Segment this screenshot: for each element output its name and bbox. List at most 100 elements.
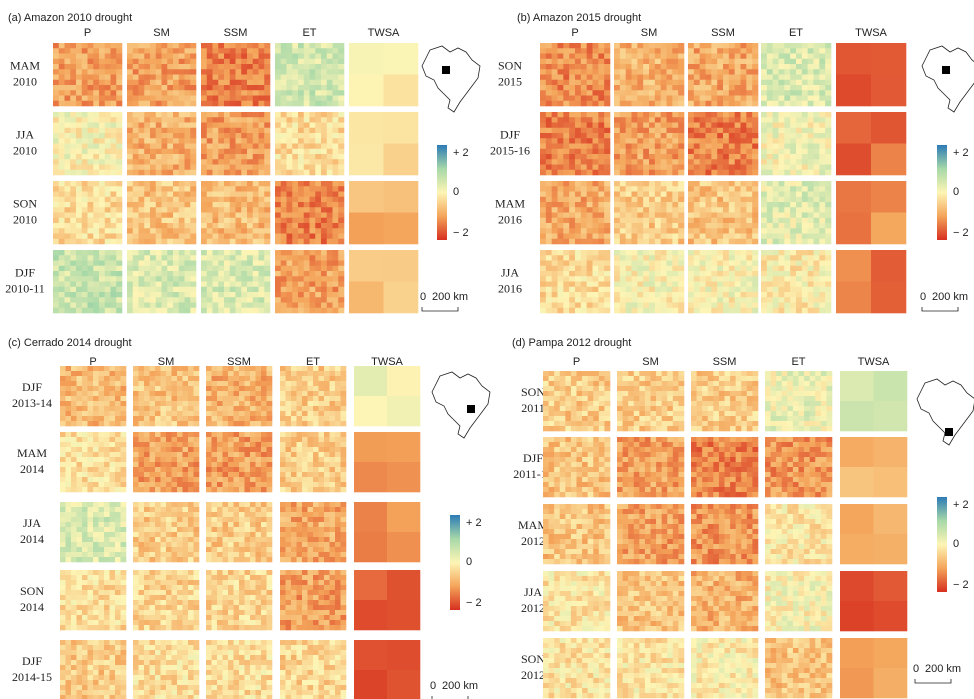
map-cell bbox=[575, 261, 581, 267]
map-cell bbox=[88, 154, 94, 160]
map-cell bbox=[93, 421, 99, 426]
map-cell bbox=[167, 218, 173, 224]
map-cell bbox=[144, 181, 150, 187]
map-cell bbox=[598, 154, 604, 160]
map-cell bbox=[201, 218, 207, 224]
map-cell bbox=[700, 112, 706, 118]
map-cell bbox=[643, 223, 649, 229]
map-cell bbox=[767, 276, 773, 282]
map-cell bbox=[185, 197, 191, 203]
map-cell bbox=[546, 287, 552, 293]
map-cell bbox=[201, 90, 207, 96]
map-cell bbox=[59, 64, 65, 70]
map-cell bbox=[93, 64, 99, 70]
map-cell bbox=[179, 266, 185, 272]
map-cell bbox=[327, 181, 333, 187]
map-cell bbox=[281, 159, 287, 165]
map-cell bbox=[76, 64, 82, 70]
map-cell bbox=[790, 218, 796, 224]
map-cell bbox=[194, 391, 200, 396]
map-cell bbox=[190, 170, 196, 176]
map-cell bbox=[649, 80, 655, 86]
map-cell bbox=[563, 133, 569, 139]
map-cell bbox=[247, 271, 253, 277]
map-cell bbox=[162, 133, 168, 139]
map-cell bbox=[741, 43, 747, 49]
map-cell bbox=[773, 261, 779, 267]
map-cell bbox=[604, 64, 610, 70]
map-cell bbox=[76, 69, 82, 75]
map-cell bbox=[327, 271, 333, 277]
map-cell bbox=[632, 69, 638, 75]
map-cell bbox=[127, 223, 133, 229]
map-cell bbox=[563, 250, 569, 256]
map-cell bbox=[156, 96, 162, 102]
map-cell bbox=[700, 192, 706, 198]
map-cell bbox=[218, 192, 224, 198]
map-cell bbox=[241, 64, 247, 70]
map-cell bbox=[819, 117, 825, 123]
map-cell bbox=[819, 154, 825, 160]
map-cell bbox=[287, 117, 293, 123]
map-cell bbox=[741, 186, 747, 192]
map-cell bbox=[127, 213, 133, 219]
map-cell bbox=[304, 112, 310, 118]
map-cell bbox=[236, 112, 242, 118]
map-cell bbox=[327, 186, 333, 192]
map-cell bbox=[643, 165, 649, 171]
map-cell bbox=[298, 276, 304, 282]
map-cell bbox=[321, 250, 327, 256]
map-cell bbox=[741, 282, 747, 288]
map-cell bbox=[298, 186, 304, 192]
map-cell bbox=[338, 239, 344, 245]
map-cell bbox=[779, 192, 785, 198]
map-cell bbox=[338, 202, 344, 208]
map-cell bbox=[190, 80, 196, 86]
map-cell bbox=[177, 401, 183, 406]
map-cell bbox=[836, 112, 871, 144]
map-cell bbox=[65, 48, 71, 54]
map-cell bbox=[643, 297, 649, 303]
map-cell bbox=[253, 255, 259, 261]
map-cell bbox=[82, 250, 88, 256]
map-cell bbox=[59, 69, 65, 75]
map-cell bbox=[333, 59, 339, 65]
map-cell bbox=[667, 266, 673, 272]
map-cell bbox=[253, 75, 259, 81]
map-cell bbox=[672, 250, 678, 256]
map-cell bbox=[99, 202, 105, 208]
map-cell bbox=[700, 271, 706, 277]
map-cell bbox=[604, 287, 610, 293]
map-cell bbox=[546, 123, 552, 129]
map-cell bbox=[643, 133, 649, 139]
map-cell bbox=[321, 192, 327, 198]
map-cell bbox=[99, 371, 105, 376]
map-cell bbox=[93, 181, 99, 187]
map-cell bbox=[201, 43, 207, 49]
map-cell bbox=[767, 128, 773, 134]
map-cell bbox=[133, 271, 139, 277]
map-cell bbox=[552, 282, 558, 288]
map-cell bbox=[281, 218, 287, 224]
map-cell bbox=[802, 261, 808, 267]
map-cell bbox=[767, 271, 773, 277]
map-cell bbox=[575, 218, 581, 224]
map-cell bbox=[179, 128, 185, 134]
map-cell bbox=[292, 154, 298, 160]
map-cell bbox=[53, 207, 59, 213]
map-cell bbox=[292, 54, 298, 60]
map-cell bbox=[814, 266, 820, 272]
map-cell bbox=[111, 128, 117, 134]
map-cell bbox=[784, 43, 790, 49]
map-cell bbox=[53, 271, 59, 277]
map-cell bbox=[552, 239, 558, 245]
map-cell bbox=[333, 303, 339, 309]
map-cell bbox=[156, 218, 162, 224]
map-cell bbox=[76, 213, 82, 219]
map-cell bbox=[338, 75, 344, 81]
map-cell bbox=[598, 297, 604, 303]
map-cell bbox=[327, 228, 333, 234]
map-cell bbox=[172, 391, 178, 396]
map-cell bbox=[779, 64, 785, 70]
map-cell bbox=[825, 85, 831, 91]
